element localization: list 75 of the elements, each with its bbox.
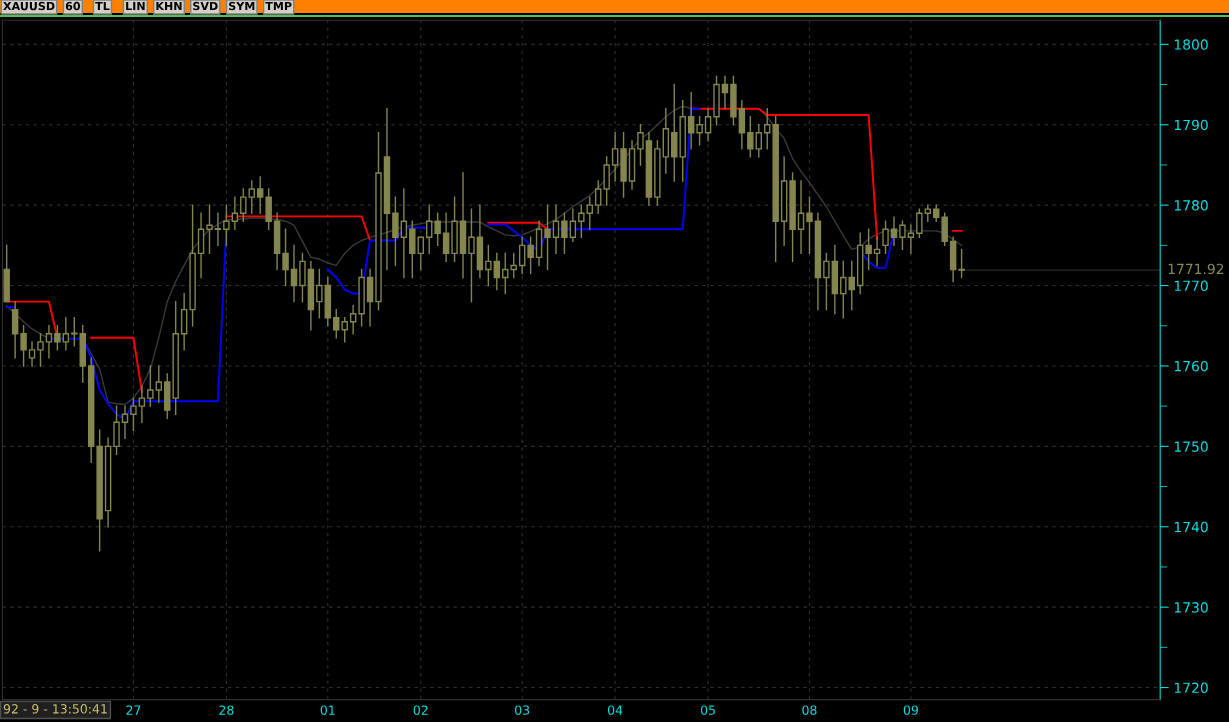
x-tick-label: 03	[515, 705, 530, 715]
y-tick-label: 1780	[1174, 200, 1208, 211]
text: TMP	[265, 1, 292, 11]
text: KHN	[156, 1, 182, 11]
chart-title: XAUUSD	[3, 1, 55, 11]
x-tick-label: 08	[802, 705, 817, 715]
candlestick	[121, 405, 129, 440]
candlestick	[214, 212, 222, 247]
ref-line-label: 1771.92	[1168, 263, 1224, 275]
y-tick-label: 1730	[1174, 602, 1208, 613]
candlestick	[907, 224, 915, 255]
candlestick	[231, 196, 239, 230]
candlestick	[544, 204, 551, 271]
candlestick	[459, 172, 467, 279]
candlestick	[307, 260, 315, 331]
candlestick	[206, 204, 213, 255]
candlestick	[687, 91, 695, 150]
candlestick	[814, 212, 822, 311]
y-tick-label: 1790	[1174, 119, 1208, 131]
candlestick	[721, 75, 729, 110]
y-tick-label: 1750	[1174, 441, 1208, 452]
candlestick	[890, 216, 898, 247]
candlestick	[518, 236, 526, 275]
candlestick	[442, 212, 450, 263]
candlestick	[873, 236, 881, 267]
candlestick	[383, 107, 391, 271]
y-tick-label: 1720	[1174, 682, 1208, 694]
candlestick	[11, 300, 19, 359]
candlestick	[856, 232, 864, 295]
candlestick	[552, 204, 560, 255]
y-tick-label: 1800	[1174, 39, 1208, 50]
candlestick	[349, 304, 357, 335]
text: 92 - 9 - 13:50:41	[3, 704, 107, 714]
x-tick-label: 09	[903, 705, 918, 715]
x-tick-label: 04	[607, 705, 623, 715]
candlestick	[87, 357, 95, 464]
candlestick	[662, 107, 670, 174]
candlestick	[645, 132, 653, 206]
candlestick	[738, 99, 746, 150]
candlestick	[949, 236, 957, 283]
candlestick	[366, 268, 374, 327]
candlestick	[611, 132, 619, 182]
x-tick-label: 02	[413, 705, 428, 715]
text: SYM	[229, 1, 255, 11]
text: TL	[95, 1, 110, 11]
candlestick	[569, 208, 577, 243]
candlestick	[493, 252, 501, 291]
text: 60	[65, 1, 81, 11]
candlestick	[62, 317, 70, 351]
candlestick	[180, 292, 188, 351]
candlestick	[704, 107, 712, 142]
y-tick-label: 1770	[1174, 280, 1208, 292]
x-tick-label: 01	[320, 705, 335, 715]
y-tick-label: 1760	[1174, 360, 1208, 372]
candlestick	[400, 188, 408, 279]
y-tick-label: 1740	[1174, 521, 1208, 533]
candlestick	[290, 244, 298, 303]
text: LIN	[126, 1, 145, 11]
candlestick	[138, 385, 146, 423]
candlestick	[628, 140, 636, 190]
candlestick	[535, 220, 543, 267]
text: SVD	[193, 1, 218, 11]
x-tick-label: 27	[126, 705, 141, 715]
candlestick	[476, 204, 484, 279]
x-tick-label: 05	[700, 705, 715, 715]
candlestick	[468, 208, 475, 303]
x-tick-label: 28	[219, 705, 234, 715]
candlestick	[797, 180, 805, 255]
candlestick	[104, 437, 112, 528]
candlestick	[28, 341, 36, 367]
candlestick	[197, 212, 205, 279]
candlestick	[780, 156, 788, 247]
candlestick	[831, 244, 839, 315]
candlestick	[273, 212, 281, 271]
candlestick	[45, 325, 53, 359]
